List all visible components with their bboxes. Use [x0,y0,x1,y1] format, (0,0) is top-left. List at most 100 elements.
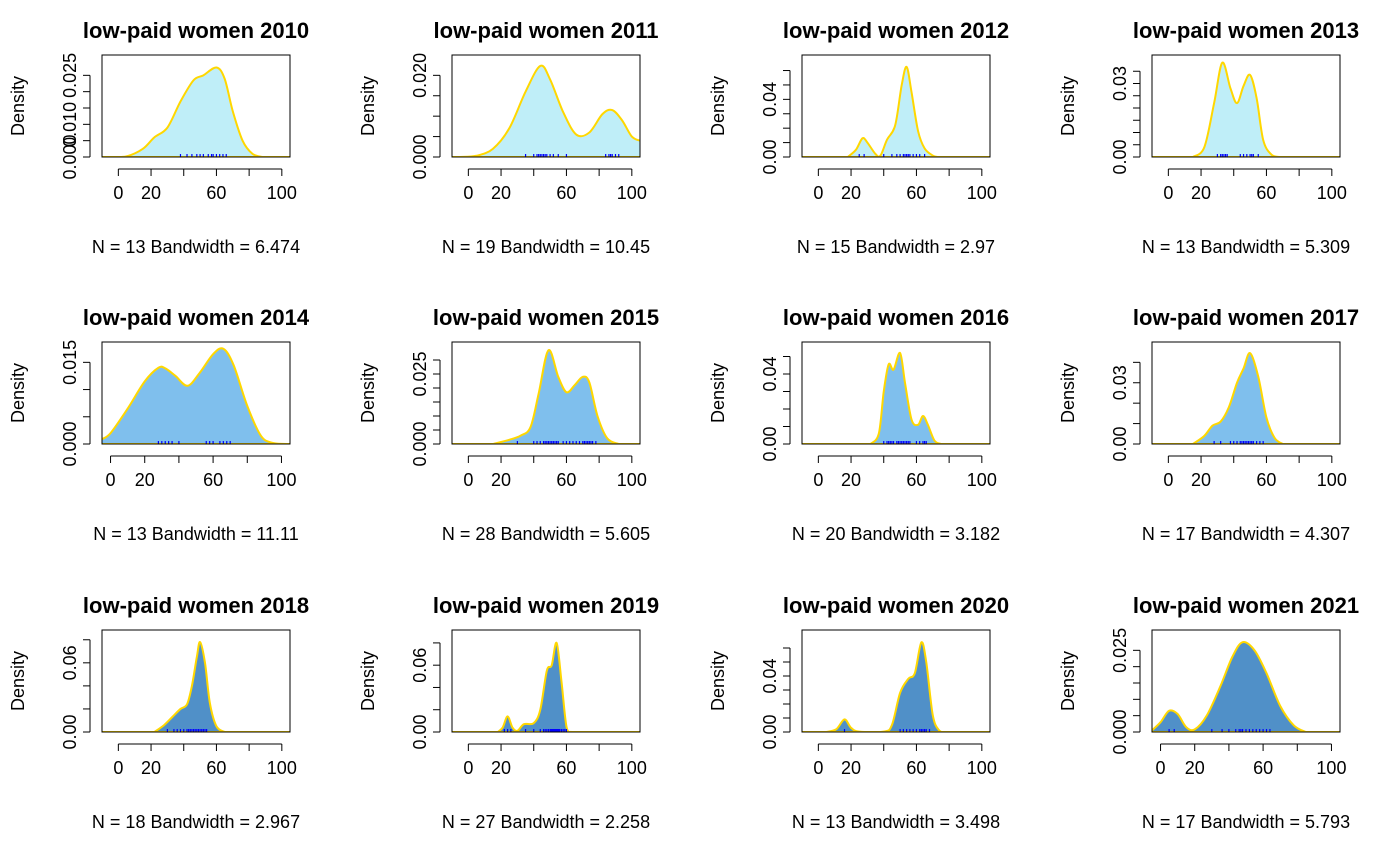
density-curve [492,349,620,444]
density-fill [102,348,290,444]
density-panel: 0 20 60 100 0.00 0.06 low-paid women 2018 N = 1… [8,593,309,832]
density-curve [847,65,938,157]
plot-area [1152,641,1340,732]
y-tick-label: 0.04 [760,82,780,117]
plot-area [452,641,640,732]
y-axis-label: Density [1058,363,1078,423]
y-tick-label: 0.04 [760,658,780,693]
density-fill [1192,353,1283,444]
plot-box [101,341,291,445]
x-axis-label: N = 20 Bandwidth = 3.182 [792,524,1000,544]
x-tick-label: 60 [556,470,576,490]
density-panel: 0 20 60 100 0.000 0.025 low-paid women 2015 N =… [358,305,659,544]
x-tick-label: 0 [113,758,123,778]
x-tick-label: 0 [813,183,823,203]
x-tick-label: 60 [1253,758,1273,778]
plot-area [1152,61,1340,157]
y-tick-label: 0.00 [1110,426,1130,461]
density-panel: 0 20 60 100 0.00 0.04 low-paid women 2020 N = 1… [708,593,1009,832]
density-panel: 0 20 60 100 0.00 0.04 low-paid women 2012 N = 1… [708,18,1009,257]
x-tick-label: 20 [491,470,511,490]
y-tick-label: 0.00 [60,714,80,749]
x-tick-label: 60 [556,183,576,203]
x-axis-label: N = 13 Bandwidth = 3.498 [792,812,1000,832]
x-tick-label: 60 [906,183,926,203]
y-axis-label: Density [8,651,28,711]
density-curve [869,351,942,444]
x-tick-label: 0 [463,183,473,203]
x-tick-label: 100 [1316,758,1346,778]
density-panel: 0 20 60 100 0.00 0.03 low-paid women 2017 N = 1… [1058,305,1359,544]
x-tick-label: 100 [967,183,997,203]
plot-area [1152,352,1340,444]
x-tick-label: 20 [135,470,155,490]
panel-title: low-paid women 2010 [83,18,309,43]
x-tick-label: 0 [813,470,823,490]
plot-box [101,54,291,158]
panel-title: low-paid women 2015 [433,305,659,330]
x-axis-label: N = 17 Bandwidth = 5.793 [1142,812,1350,832]
y-axis-label: Density [708,363,728,423]
y-tick-label: 0.000 [410,421,430,466]
x-tick-label: 100 [617,758,647,778]
panel-title: low-paid women 2019 [433,593,659,618]
y-axis-label: Density [1058,76,1078,136]
density-curve [110,66,263,157]
y-tick-label: 0.00 [760,139,780,174]
density-fill [110,67,263,157]
plot-box [1151,629,1341,733]
density-curve [1192,352,1284,444]
density-curve [102,347,290,444]
x-tick-label: 60 [206,758,226,778]
plot-box [101,629,291,733]
x-axis-label: N = 13 Bandwidth = 6.474 [92,237,300,257]
density-panel: 0 20 60 100 0.00 0.06 low-paid women 2019 N = 2… [358,593,659,832]
density-panel: 0 20 60 100 0.00 0.03 low-paid women 2013 N = 1… [1058,18,1359,257]
density-fill [847,66,938,157]
plot-area [102,66,290,157]
y-axis-label: Density [1058,651,1078,711]
x-tick-label: 20 [1191,183,1211,203]
density-fill [497,642,572,732]
panel-title: low-paid women 2014 [83,305,310,330]
density-fill [870,352,941,444]
y-tick-label: 0.04 [760,356,780,391]
panel-title: low-paid women 2017 [1133,305,1359,330]
y-tick-label: 0.06 [60,645,80,680]
x-tick-label: 20 [841,758,861,778]
x-tick-label: 100 [267,758,297,778]
x-tick-label: 60 [906,470,926,490]
x-tick-label: 100 [617,470,647,490]
y-tick-label: 0.03 [1110,365,1130,400]
plot-box [801,629,991,733]
x-axis-label: N = 28 Bandwidth = 5.605 [442,524,650,544]
plot-area [102,347,290,444]
y-tick-label: 0.025 [410,351,430,396]
y-tick-label: 0.000 [1110,709,1130,754]
x-tick-label: 0 [463,470,473,490]
y-axis-label: Density [708,651,728,711]
plot-box [1151,54,1341,158]
x-tick-label: 0 [813,758,823,778]
density-fill [460,65,640,157]
x-axis-label: N = 27 Bandwidth = 2.258 [442,812,650,832]
y-tick-label: 0.000 [410,134,430,179]
y-axis-label: Density [708,76,728,136]
x-tick-label: 20 [491,183,511,203]
y-tick-label: 0.06 [410,648,430,683]
plot-area [452,64,640,157]
x-tick-label: 0 [106,470,116,490]
y-tick-label: 0.000 [60,134,80,179]
density-fill [154,641,225,732]
x-tick-label: 60 [1256,183,1276,203]
y-tick-label: 0.015 [60,340,80,385]
x-tick-label: 60 [556,758,576,778]
x-tick-label: 60 [1256,470,1276,490]
y-axis-label: Density [8,363,28,423]
x-tick-label: 100 [617,183,647,203]
y-tick-label: 0.00 [760,714,780,749]
x-tick-label: 100 [967,758,997,778]
